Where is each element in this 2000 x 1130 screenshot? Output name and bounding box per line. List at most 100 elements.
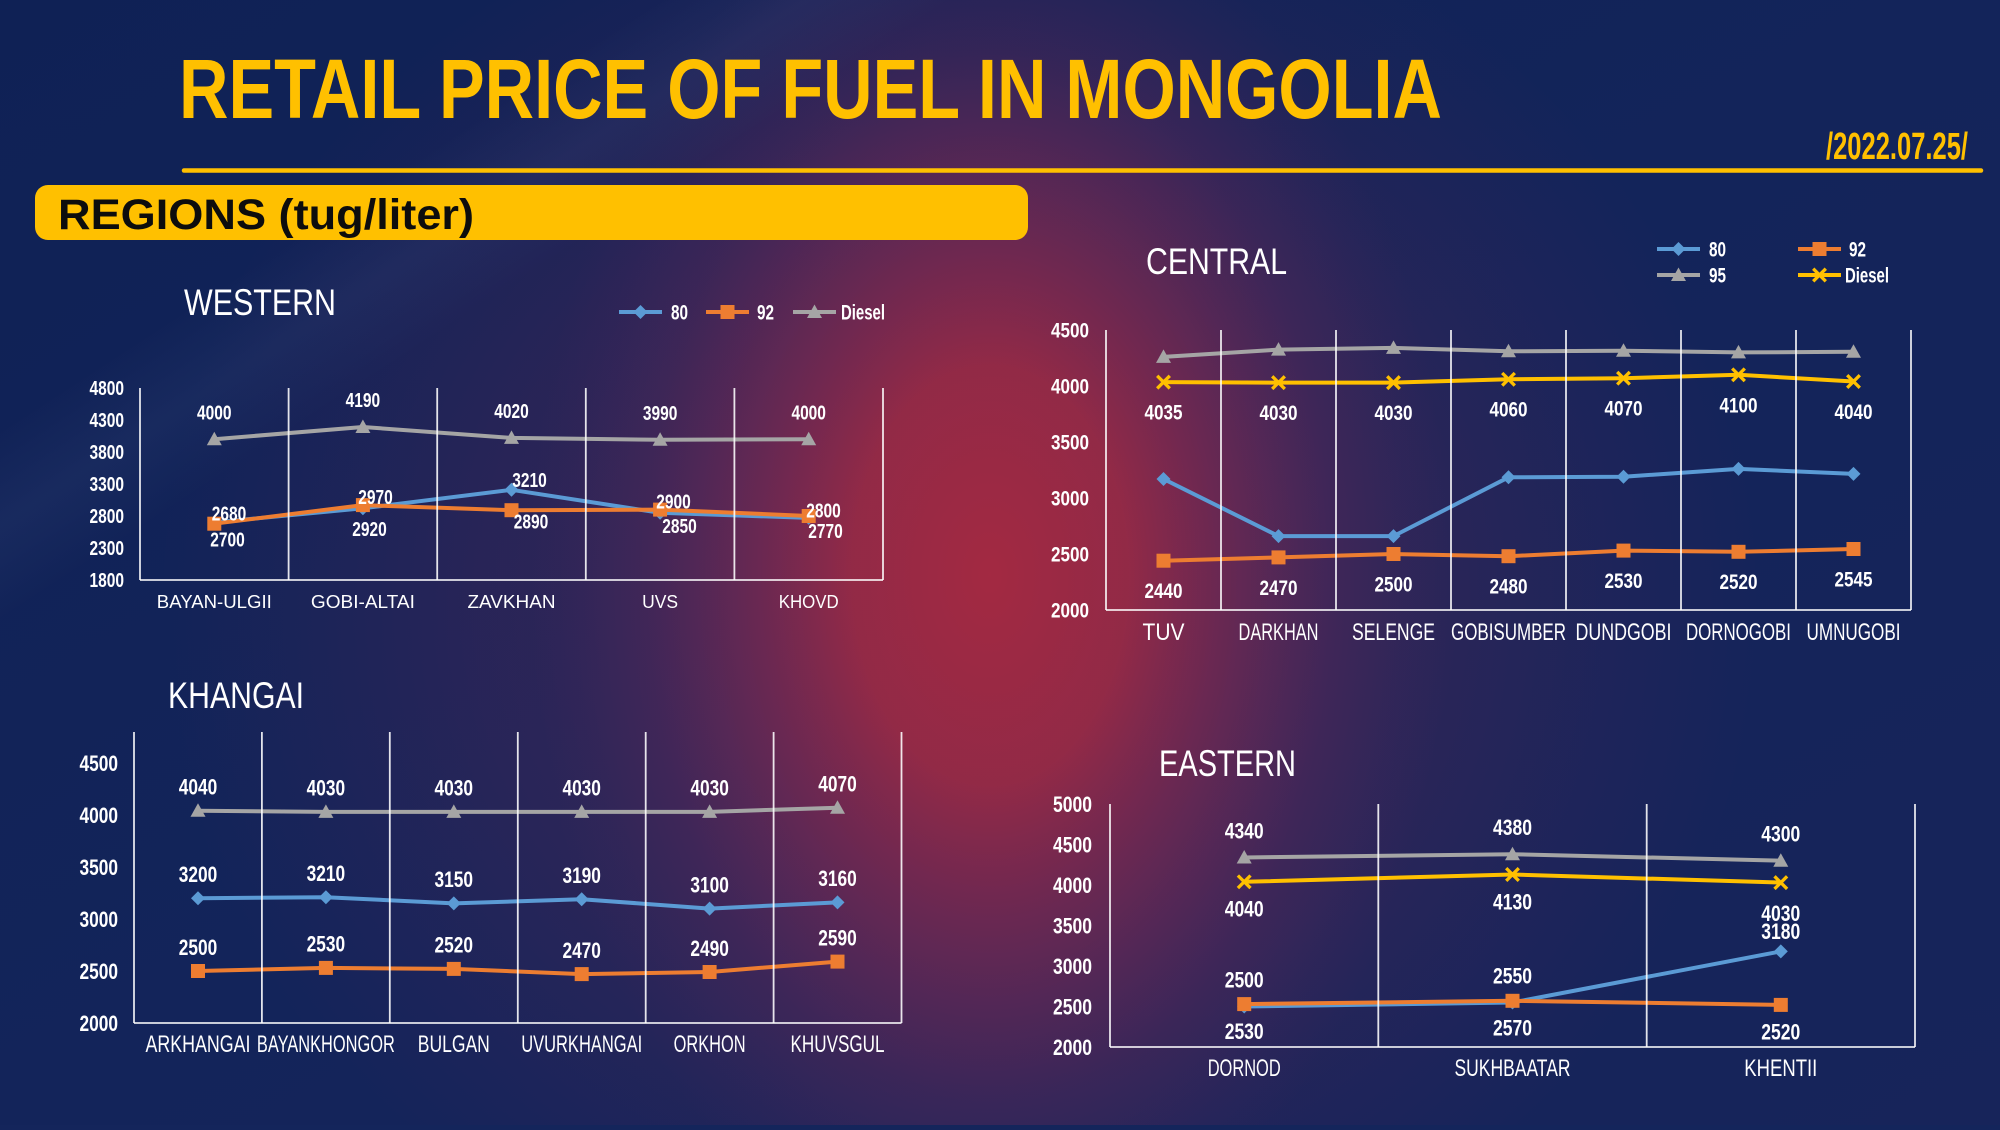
svg-text:2570: 2570 <box>1493 1016 1532 1041</box>
svg-text:2470: 2470 <box>562 938 601 963</box>
svg-text:4500: 4500 <box>1053 832 1092 857</box>
svg-text:4040: 4040 <box>1835 401 1873 424</box>
svg-text:4020: 4020 <box>494 401 529 423</box>
svg-text:3300: 3300 <box>90 474 125 496</box>
svg-text:4030: 4030 <box>435 776 474 801</box>
svg-text:80: 80 <box>671 302 688 325</box>
svg-text:2970: 2970 <box>358 487 393 509</box>
svg-text:2300: 2300 <box>90 538 125 560</box>
svg-text:4340: 4340 <box>1225 818 1264 843</box>
svg-text:4040: 4040 <box>1225 897 1264 922</box>
svg-text:TUV: TUV <box>1143 619 1185 646</box>
svg-text:4190: 4190 <box>346 390 381 412</box>
svg-text:2800: 2800 <box>806 501 841 523</box>
svg-text:2890: 2890 <box>514 512 549 534</box>
svg-text:3200: 3200 <box>179 862 218 887</box>
svg-text:3210: 3210 <box>512 470 547 492</box>
svg-text:4000: 4000 <box>1051 376 1089 399</box>
svg-text:3990: 3990 <box>643 403 678 425</box>
svg-text:2500: 2500 <box>179 935 218 960</box>
svg-text:4000: 4000 <box>1053 873 1092 898</box>
svg-text:BAYAN-ULGII: BAYAN-ULGII <box>157 592 272 612</box>
svg-text:3150: 3150 <box>435 867 474 892</box>
svg-text:RETAIL PRICE OF FUEL IN MONGOL: RETAIL PRICE OF FUEL IN MONGOLIA <box>179 42 1442 136</box>
svg-text:2770: 2770 <box>808 521 843 543</box>
svg-text:2520: 2520 <box>1761 1020 1800 1045</box>
svg-text:92: 92 <box>1849 239 1866 262</box>
svg-text:2530: 2530 <box>307 932 346 957</box>
svg-text:4300: 4300 <box>1761 822 1800 847</box>
svg-text:2545: 2545 <box>1835 568 1873 591</box>
svg-text:2920: 2920 <box>352 519 387 541</box>
svg-text:2490: 2490 <box>690 936 729 961</box>
svg-text:4000: 4000 <box>80 803 119 828</box>
svg-text:2550: 2550 <box>1493 963 1532 988</box>
svg-text:2590: 2590 <box>818 925 857 950</box>
svg-text:2530: 2530 <box>1605 570 1643 593</box>
svg-text:2000: 2000 <box>1053 1035 1092 1060</box>
svg-text:3160: 3160 <box>818 866 857 891</box>
svg-text:KHOVD: KHOVD <box>779 592 839 612</box>
svg-text:2470: 2470 <box>1260 577 1298 600</box>
svg-text:3100: 3100 <box>690 872 729 897</box>
svg-text:4030: 4030 <box>307 776 346 801</box>
svg-text:ZAVKHAN: ZAVKHAN <box>468 592 556 612</box>
svg-text:2000: 2000 <box>1051 600 1089 623</box>
svg-text:4070: 4070 <box>1605 398 1643 421</box>
svg-text:3500: 3500 <box>1053 913 1092 938</box>
svg-text:95: 95 <box>1709 265 1726 288</box>
svg-text:2480: 2480 <box>1490 576 1528 599</box>
svg-text:3800: 3800 <box>90 442 125 464</box>
svg-text:UVS: UVS <box>642 592 678 612</box>
svg-text:80: 80 <box>1709 239 1726 262</box>
svg-text:GOBISUMBER: GOBISUMBER <box>1451 619 1566 646</box>
svg-text:4030: 4030 <box>1260 402 1298 425</box>
svg-text:3500: 3500 <box>1051 432 1089 455</box>
svg-text:2500: 2500 <box>1051 544 1089 567</box>
svg-text:2850: 2850 <box>662 516 697 538</box>
svg-text:3180: 3180 <box>1761 919 1800 944</box>
svg-text:4100: 4100 <box>1720 394 1758 417</box>
svg-text:4800: 4800 <box>90 378 125 400</box>
svg-text:2500: 2500 <box>80 959 119 984</box>
svg-text:GOBI-ALTAI: GOBI-ALTAI <box>311 592 415 612</box>
svg-text:4380: 4380 <box>1493 815 1532 840</box>
svg-text:4070: 4070 <box>818 772 857 797</box>
svg-text:ORKHON: ORKHON <box>674 1031 746 1058</box>
svg-text:DORNOD: DORNOD <box>1208 1055 1281 1082</box>
svg-text:/2022.07.25/: /2022.07.25/ <box>1826 126 1968 168</box>
svg-text:3210: 3210 <box>307 861 346 886</box>
svg-text:4030: 4030 <box>690 776 729 801</box>
svg-text:KHENTII: KHENTII <box>1744 1055 1817 1082</box>
svg-text:2530: 2530 <box>1225 1019 1264 1044</box>
svg-text:4040: 4040 <box>179 775 218 800</box>
svg-text:3000: 3000 <box>1053 954 1092 979</box>
svg-text:4000: 4000 <box>197 402 232 424</box>
svg-text:3500: 3500 <box>80 855 119 880</box>
svg-text:2440: 2440 <box>1145 580 1183 603</box>
svg-text:SUKHBAATAR: SUKHBAATAR <box>1455 1055 1571 1082</box>
svg-text:2900: 2900 <box>656 492 691 514</box>
svg-text:4130: 4130 <box>1493 889 1532 914</box>
svg-text:5000: 5000 <box>1053 792 1092 817</box>
svg-text:2000: 2000 <box>80 1011 119 1036</box>
svg-text:2700: 2700 <box>210 530 245 552</box>
svg-text:KHUVSGUL: KHUVSGUL <box>791 1031 885 1058</box>
svg-text:4030: 4030 <box>562 776 601 801</box>
svg-text:DARKHAN: DARKHAN <box>1239 619 1319 646</box>
svg-text:2500: 2500 <box>1053 994 1092 1019</box>
svg-text:Diesel: Diesel <box>841 302 885 325</box>
svg-text:EASTERN: EASTERN <box>1159 743 1296 784</box>
svg-text:KHANGAI: KHANGAI <box>168 675 304 716</box>
svg-text:2680: 2680 <box>212 504 247 526</box>
svg-text:UVURKHANGAI: UVURKHANGAI <box>521 1031 642 1058</box>
svg-text:CENTRAL: CENTRAL <box>1146 241 1287 282</box>
svg-text:3190: 3190 <box>562 863 601 888</box>
svg-text:BAYANKHONGOR: BAYANKHONGOR <box>257 1031 395 1058</box>
svg-text:4060: 4060 <box>1490 399 1528 422</box>
svg-text:4300: 4300 <box>90 410 125 432</box>
svg-text:2800: 2800 <box>90 506 125 528</box>
svg-text:REGIONS (tug/liter): REGIONS (tug/liter) <box>58 192 474 239</box>
svg-text:DUNDGOBI: DUNDGOBI <box>1576 619 1672 646</box>
svg-text:4035: 4035 <box>1145 402 1183 425</box>
